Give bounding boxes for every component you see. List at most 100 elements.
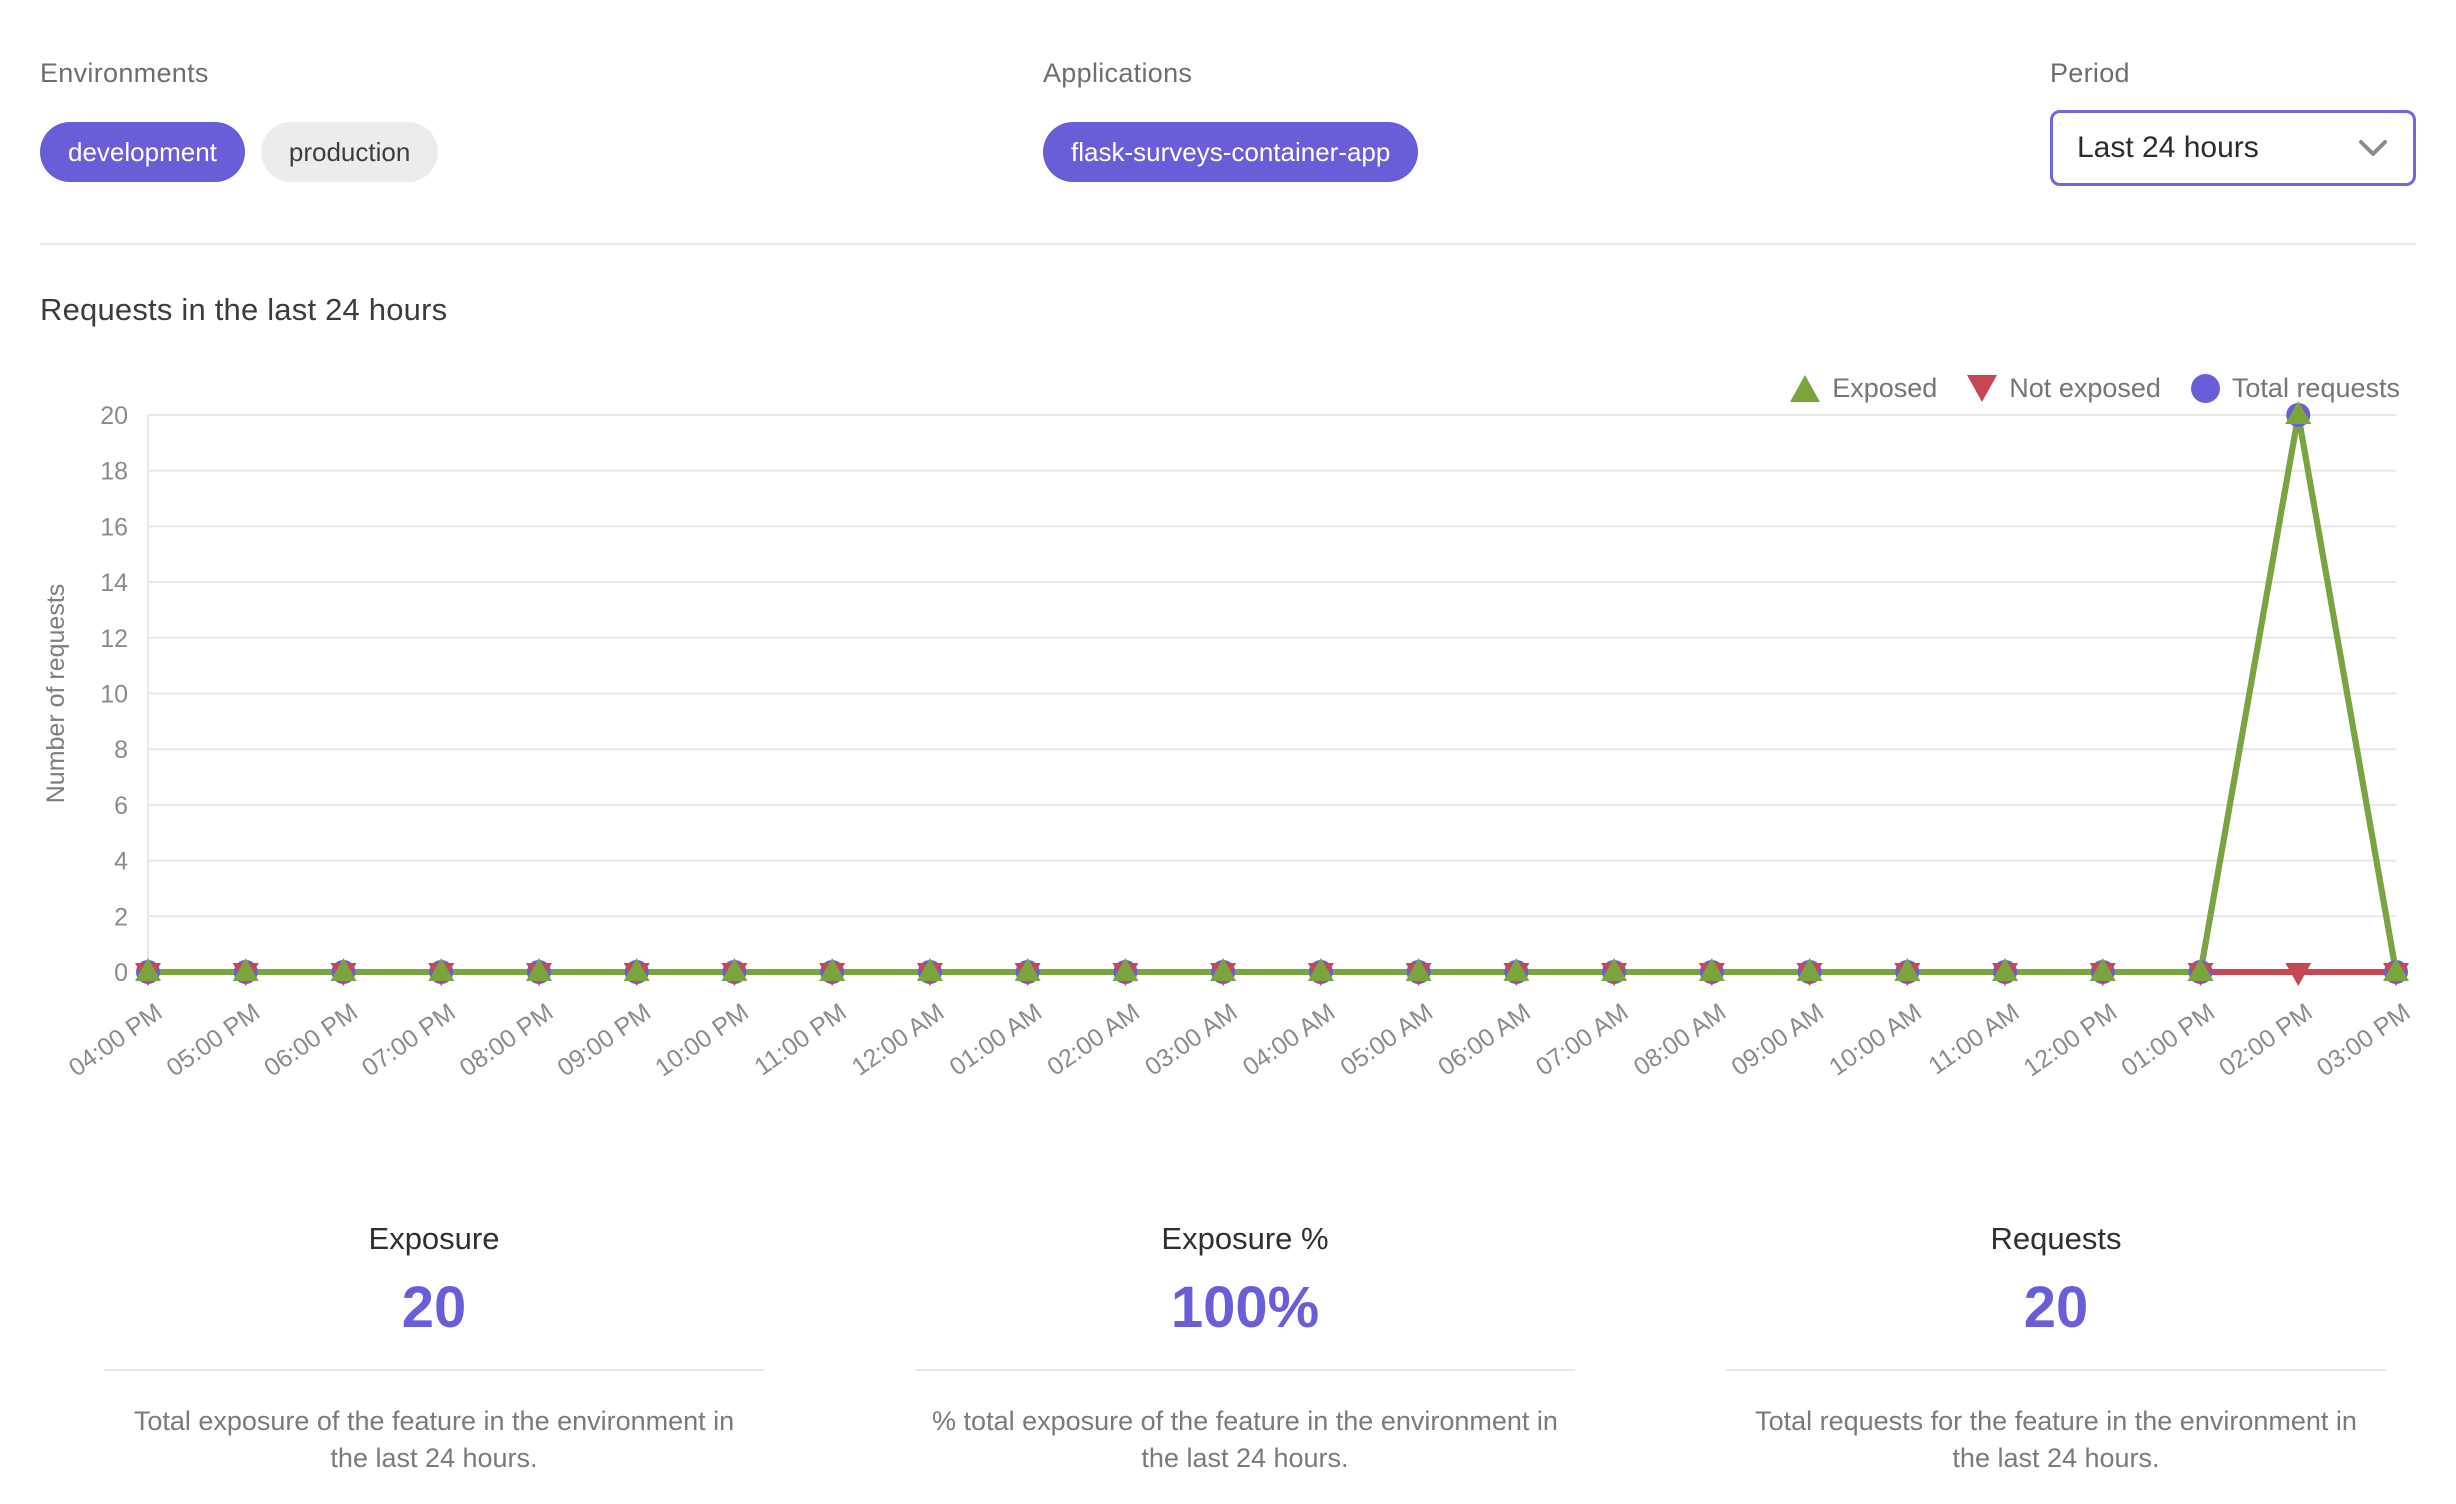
y-tick-label: 10 xyxy=(100,681,128,709)
marker-triangle-up xyxy=(1992,958,2019,981)
marker-triangle-down xyxy=(2285,963,2312,986)
x-tick-label: 12:00 PM xyxy=(2019,998,2123,1082)
period-label: Period xyxy=(2050,58,2130,88)
y-tick-label: 20 xyxy=(100,402,128,430)
marker-triangle-up xyxy=(1210,958,1237,981)
legend-label: Not exposed xyxy=(2009,372,2161,403)
period-filter: Period Last 24 hours xyxy=(2050,58,2416,186)
x-tick-label: 01:00 AM xyxy=(944,998,1047,1082)
y-tick-label: 0 xyxy=(114,959,128,987)
x-tick-label: 03:00 PM xyxy=(2312,998,2416,1082)
stat-requests: Requests 20 Total requests for the featu… xyxy=(1726,1221,2386,1477)
environment-chip-production[interactable]: production xyxy=(260,122,439,182)
stat-description: Total exposure of the feature in the env… xyxy=(133,1406,735,1473)
marker-triangle-up xyxy=(135,958,161,981)
y-tick-label: 14 xyxy=(100,569,128,597)
application-chip-flask-surveys-container-app[interactable]: flask-surveys-container-app xyxy=(1043,122,1419,182)
legend-item-exposed[interactable]: Exposed xyxy=(1790,373,1937,404)
marker-triangle-up xyxy=(1796,958,1823,981)
environment-chip-development[interactable]: development xyxy=(40,122,245,182)
marker-triangle-up xyxy=(2187,958,2214,981)
marker-triangle-up xyxy=(2383,958,2409,981)
applications-chip-row: flask-surveys-container-app xyxy=(1043,122,1419,182)
applications-label: Applications xyxy=(1043,58,1193,88)
x-tick-label: 08:00 AM xyxy=(1629,998,1732,1082)
marker-triangle-up xyxy=(1112,958,1139,981)
stat-exposure-percent: Exposure % 100% % total exposure of the … xyxy=(915,1221,1575,1477)
period-selected-value: Last 24 hours xyxy=(2077,131,2259,164)
chevron-down-icon xyxy=(2357,138,2389,158)
environments-label: Environments xyxy=(40,58,209,88)
filters-bar: Environments development production Appl… xyxy=(0,0,2456,243)
x-tick-label: 01:00 PM xyxy=(2116,998,2220,1082)
triangle-down-icon xyxy=(1967,374,1998,402)
triangle-up-icon xyxy=(1790,374,1821,402)
stat-divider xyxy=(915,1369,1575,1371)
y-tick-label: 16 xyxy=(100,513,128,541)
legend-label: Total requests xyxy=(2231,372,2400,403)
marker-triangle-up xyxy=(916,958,943,981)
x-tick-label: 10:00 AM xyxy=(1824,998,1927,1082)
stats-row: Exposure 20 Total exposure of the featur… xyxy=(0,1221,2456,1477)
stat-title: Requests xyxy=(1990,1221,2122,1256)
environments-chip-row: development production xyxy=(40,122,439,182)
marker-triangle-up xyxy=(721,958,748,981)
environments-filter: Environments development production xyxy=(40,58,439,182)
y-tick-label: 18 xyxy=(100,458,128,486)
x-tick-label: 07:00 PM xyxy=(357,998,461,1082)
x-tick-label: 06:00 AM xyxy=(1433,998,1536,1082)
marker-triangle-up xyxy=(330,958,357,981)
marker-triangle-up xyxy=(819,958,846,981)
marker-triangle-up xyxy=(525,958,552,981)
legend-label: Exposed xyxy=(1832,372,1938,403)
requests-line-chart[interactable]: 0 2 4 6 8 10 12 14 16 18 20 Number of requests 04:00… xyxy=(40,401,2416,1105)
marker-triangle-up xyxy=(1601,958,1628,981)
stat-divider xyxy=(1726,1369,2386,1371)
marker-triangle-up xyxy=(428,958,455,981)
y-tick-label: 12 xyxy=(100,625,128,653)
stat-value: 20 xyxy=(401,1275,467,1340)
chart-title: Requests in the last 24 hours xyxy=(40,292,448,327)
section-divider xyxy=(40,243,2416,245)
period-select[interactable]: Last 24 hours xyxy=(2050,110,2416,186)
y-tick-label: 2 xyxy=(114,903,128,931)
chart-legend: Exposed Not exposed Total requests xyxy=(40,371,2400,405)
marker-triangle-up xyxy=(1405,958,1432,981)
x-tick-label: 09:00 PM xyxy=(552,998,656,1082)
y-axis-title: Number of requests xyxy=(42,584,70,804)
marker-triangle-up xyxy=(2089,958,2116,981)
x-tick-label: 11:00 AM xyxy=(1923,998,2024,1080)
y-tick-label: 6 xyxy=(114,792,128,820)
x-tick-label: 12:00 AM xyxy=(847,998,950,1082)
stat-value: 20 xyxy=(2023,1275,2089,1340)
x-tick-label: 08:00 PM xyxy=(455,998,559,1082)
x-tick-label: 11:00 PM xyxy=(749,998,851,1081)
marker-triangle-up xyxy=(1894,958,1921,981)
y-tick-label: 8 xyxy=(114,736,128,764)
x-tick-label: 04:00 AM xyxy=(1238,998,1341,1082)
requests-chart-section: Requests in the last 24 hours Exposed Not… xyxy=(0,289,2456,1105)
marker-triangle-up xyxy=(2285,401,2312,424)
stat-description: % total exposure of the feature in the e… xyxy=(932,1406,1558,1473)
stat-description: Total requests for the feature in the en… xyxy=(1755,1406,2357,1473)
x-tick-label: 05:00 AM xyxy=(1335,998,1438,1082)
marker-triangle-up xyxy=(1307,958,1334,981)
stat-exposure: Exposure 20 Total exposure of the featur… xyxy=(104,1221,764,1477)
x-tick-label: 02:00 AM xyxy=(1042,998,1145,1082)
legend-item-total-requests[interactable]: Total requests xyxy=(2190,372,2400,404)
legend-item-not-exposed[interactable]: Not exposed xyxy=(1967,373,2161,404)
stat-value: 100% xyxy=(1170,1275,1320,1340)
x-tick-label: 07:00 AM xyxy=(1531,998,1634,1082)
x-tick-label: 10:00 PM xyxy=(650,998,754,1082)
x-tick-label: 06:00 PM xyxy=(259,998,363,1082)
y-tick-label: 4 xyxy=(114,848,128,876)
applications-filter: Applications flask-surveys-container-app xyxy=(1043,58,1419,182)
x-tick-label: 05:00 PM xyxy=(161,998,265,1082)
stat-divider xyxy=(104,1369,764,1371)
x-tick-label: 03:00 AM xyxy=(1140,998,1243,1082)
marker-triangle-up xyxy=(1698,958,1725,981)
x-tick-label: 09:00 AM xyxy=(1726,998,1829,1082)
marker-triangle-up xyxy=(1014,958,1041,981)
series-line-exposed xyxy=(145,412,2399,975)
